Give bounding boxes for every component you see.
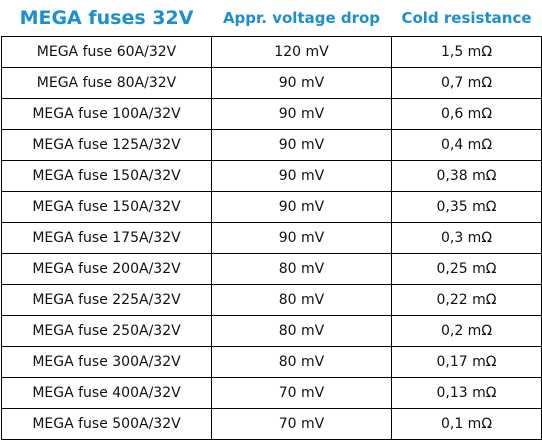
table-cell: 0,35 mΩ	[391, 191, 542, 223]
table-cell: 0,22 mΩ	[391, 284, 542, 316]
table-cell: 90 mV	[211, 191, 392, 223]
table-row: MEGA fuse 175A/32V 90 mV 0,3 mΩ	[1, 222, 542, 254]
table-cell: MEGA fuse 150A/32V	[1, 160, 212, 192]
table-body: MEGA fuse 60A/32V 120 mV 1,5 mΩ MEGA fuse 8…	[1, 36, 542, 440]
table-row: MEGA fuse 60A/32V 120 mV 1,5 mΩ	[1, 36, 542, 68]
table-cell: 80 mV	[211, 253, 392, 285]
table-row: MEGA fuse 250A/32V 80 mV 0,2 mΩ	[1, 315, 542, 347]
table-cell: 0,7 mΩ	[391, 67, 542, 99]
table-cell: 0,38 mΩ	[391, 160, 542, 192]
table-cell: MEGA fuse 80A/32V	[1, 67, 212, 99]
header-row: MEGA fuses 32V Appr. voltage drop Cold res…	[1, 0, 542, 37]
table-row: MEGA fuse 225A/32V 80 mV 0,22 mΩ	[1, 284, 542, 316]
table-cell: 70 mV	[211, 377, 392, 409]
table-row: MEGA fuse 150A/32V 90 mV 0,35 mΩ	[1, 191, 542, 223]
table-cell: 0,4 mΩ	[391, 129, 542, 161]
table-cell: 90 mV	[211, 129, 392, 161]
table-cell: 0,17 mΩ	[391, 346, 542, 378]
table-row: MEGA fuse 80A/32V 90 mV 0,7 mΩ	[1, 67, 542, 99]
header-cell: MEGA fuses 32V	[1, 0, 212, 37]
table-cell: 120 mV	[211, 36, 392, 68]
table-cell: MEGA fuse 150A/32V	[1, 191, 212, 223]
table-row: MEGA fuse 150A/32V 90 mV 0,38 mΩ	[1, 160, 542, 192]
table-cell: 90 mV	[211, 160, 392, 192]
header-cell: Cold resistance	[391, 0, 542, 37]
table-cell: MEGA fuse 60A/32V	[1, 36, 212, 68]
table-cell: 90 mV	[211, 222, 392, 254]
table-row: MEGA fuse 100A/32V 90 mV 0,6 mΩ	[1, 98, 542, 130]
table-cell: MEGA fuse 300A/32V	[1, 346, 212, 378]
table-cell: 0,1 mΩ	[391, 408, 542, 440]
table-cell: 90 mV	[211, 98, 392, 130]
table-cell: MEGA fuse 250A/32V	[1, 315, 212, 347]
table-row: MEGA fuse 125A/32V 90 mV 0,4 mΩ	[1, 129, 542, 161]
table-cell: MEGA fuse 125A/32V	[1, 129, 212, 161]
table-cell: 1,5 mΩ	[391, 36, 542, 68]
table-cell: MEGA fuse 100A/32V	[1, 98, 212, 130]
table-cell: 90 mV	[211, 67, 392, 99]
table-row: MEGA fuse 500A/32V 70 mV 0,1 mΩ	[1, 408, 542, 440]
table-cell: 70 mV	[211, 408, 392, 440]
table-cell: 80 mV	[211, 315, 392, 347]
table-cell: 0,2 mΩ	[391, 315, 542, 347]
table-cell: 0,6 mΩ	[391, 98, 542, 130]
table-cell: 80 mV	[211, 284, 392, 316]
table-cell: MEGA fuse 500A/32V	[1, 408, 212, 440]
table-cell: MEGA fuse 225A/32V	[1, 284, 212, 316]
table-row: MEGA fuse 200A/32V 80 mV 0,25 mΩ	[1, 253, 542, 285]
header-cell: Appr. voltage drop	[211, 0, 392, 37]
table-cell: 80 mV	[211, 346, 392, 378]
table-cell: MEGA fuse 175A/32V	[1, 222, 212, 254]
table-row: MEGA fuse 300A/32V 80 mV 0,17 mΩ	[1, 346, 542, 378]
table-cell: 0,3 mΩ	[391, 222, 542, 254]
table-row: MEGA fuse 400A/32V 70 mV 0,13 mΩ	[1, 377, 542, 409]
table-cell: 0,25 mΩ	[391, 253, 542, 285]
table-cell: 0,13 mΩ	[391, 377, 542, 409]
table-cell: MEGA fuse 200A/32V	[1, 253, 212, 285]
table-cell: MEGA fuse 400A/32V	[1, 377, 212, 409]
